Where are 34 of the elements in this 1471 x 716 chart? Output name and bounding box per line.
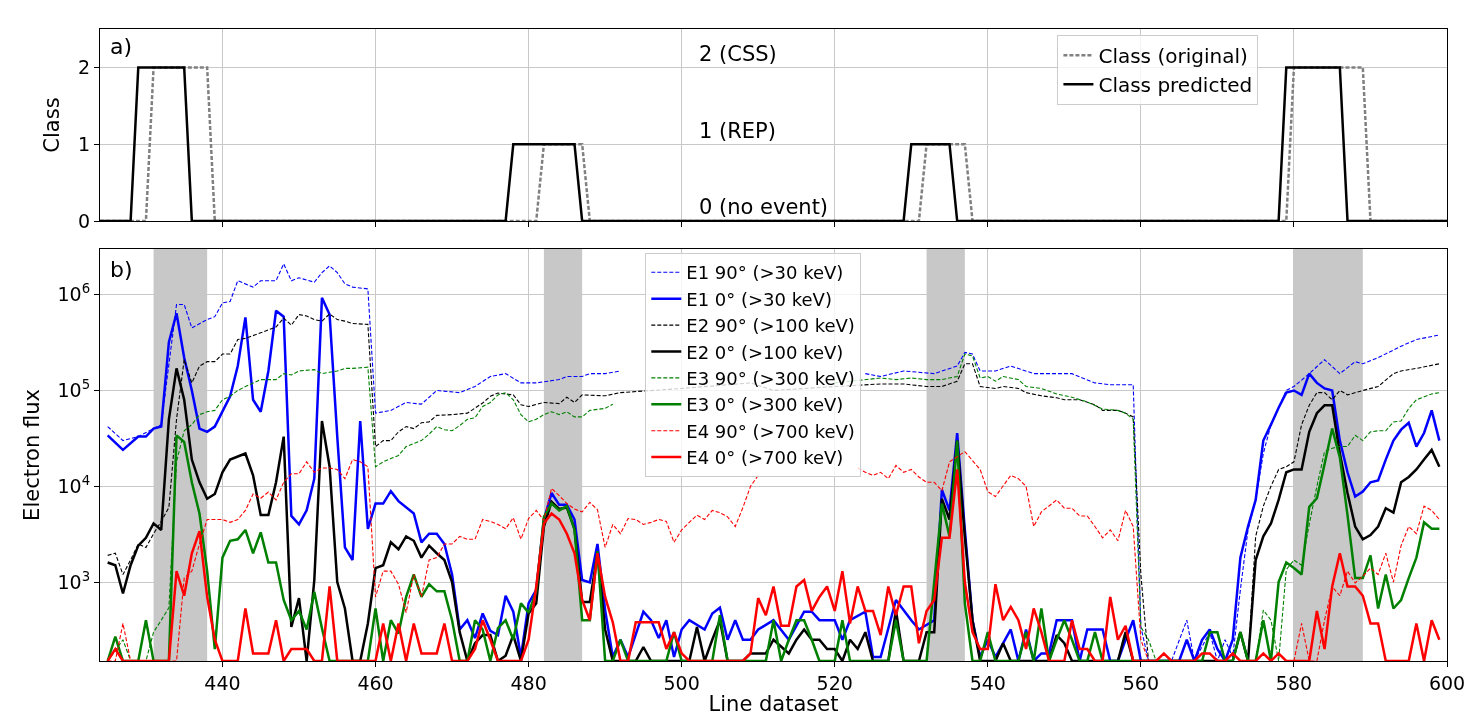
legend-label: E2 0° (>100 keV): [686, 341, 844, 363]
legend-label: E1 90° (>30 keV): [686, 262, 844, 284]
x-tick-label: 600: [1428, 671, 1466, 694]
legend-label: Class (original): [1098, 44, 1248, 69]
y-axis-title: Electron flux: [19, 389, 44, 521]
x-tick-label: 580: [1275, 671, 1313, 694]
x-axis-title: Line dataset: [708, 692, 839, 716]
annotation: 0 (no event): [699, 195, 829, 219]
annotation: a): [110, 34, 133, 59]
annotation: b): [110, 257, 133, 282]
legend-label: E4 0° (>700 keV): [686, 447, 844, 469]
legend-label: E4 90° (>700 keV): [686, 420, 855, 442]
y-tick-label: 10$^{4}$: [57, 472, 91, 497]
x-tick-label: 480: [510, 671, 547, 694]
x-tick-label: 540: [969, 671, 1006, 694]
legend-label: E1 0° (>30 keV): [686, 288, 832, 310]
x-tick-label: 500: [663, 671, 700, 694]
y-tick-label: 1: [78, 132, 91, 155]
legend-label: E2 90° (>100 keV): [686, 315, 855, 337]
x-tick-label: 460: [357, 671, 394, 694]
y-tick-label: 10$^{3}$: [57, 568, 91, 593]
annotation: 2 (CSS): [699, 42, 777, 66]
y-tick-label: 2: [78, 56, 91, 79]
y-axis-title: Class: [40, 97, 65, 153]
y-tick-label: 0: [78, 209, 91, 232]
legend-label: E3 0° (>300 keV): [686, 394, 844, 416]
legend-label: Class predicted: [1098, 73, 1253, 98]
y-tick-label: 10$^{6}$: [57, 281, 91, 306]
x-tick-label: 560: [1122, 671, 1159, 694]
y-tick-label: 10$^{5}$: [57, 377, 91, 402]
x-tick-label: 520: [816, 671, 853, 694]
annotation: 1 (REP): [699, 119, 776, 143]
legend-label: E3 90° (>300 keV): [686, 367, 855, 389]
x-tick-label: 440: [204, 671, 241, 694]
